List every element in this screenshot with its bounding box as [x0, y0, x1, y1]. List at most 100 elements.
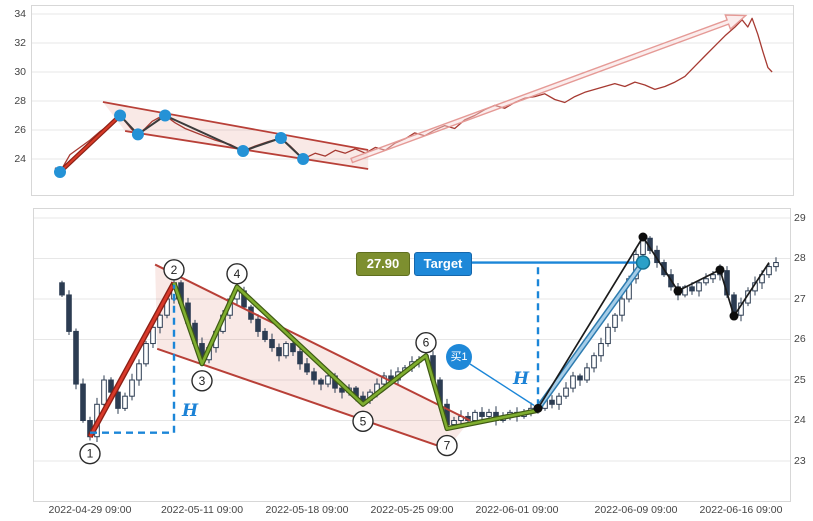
pattern-dot	[131, 128, 144, 141]
swing-point-marker	[79, 443, 101, 465]
buy-badge-connector	[469, 363, 535, 406]
candle-body	[129, 379, 135, 397]
candle-body	[269, 339, 275, 349]
candle-body	[122, 395, 128, 409]
height-measure	[90, 284, 176, 434]
x-tick-label: 2022-05-25 09:00	[370, 504, 454, 516]
y-tick-label-bottom: 27	[794, 293, 806, 305]
candle-body	[59, 282, 65, 296]
candle-body	[276, 347, 282, 357]
candle-body	[472, 411, 478, 421]
swing-dot	[638, 232, 648, 242]
y-tick-label-bottom: 28	[794, 252, 806, 264]
candle-body	[115, 391, 121, 409]
projection-arrow	[350, 14, 748, 164]
candle-body	[143, 343, 149, 365]
target-dot	[635, 255, 651, 270]
height-label-1: H	[182, 401, 199, 421]
candle-body	[157, 314, 163, 328]
swing-point-number: 4	[234, 267, 241, 281]
x-tick-label: 2022-05-11 09:00	[160, 504, 244, 516]
x-tick-label: 2022-05-18 09:00	[265, 504, 349, 516]
candle-body	[612, 314, 618, 328]
candle-body	[66, 294, 72, 332]
candle-body	[773, 262, 779, 268]
candle-body	[710, 274, 716, 280]
x-tick-label: 2022-06-01 09:00	[475, 504, 559, 516]
candle-body	[619, 298, 625, 316]
y-tick-label-bottom: 25	[794, 374, 806, 386]
swing-point-marker	[163, 259, 185, 281]
y-tick-label-bottom: 24	[794, 414, 806, 426]
candle-body	[108, 379, 114, 393]
candle-body	[766, 266, 772, 276]
candle-body	[360, 395, 366, 401]
x-tick-label: 2022-06-09 09:00	[594, 504, 678, 516]
candle-body	[150, 326, 156, 345]
candle-body	[136, 363, 142, 381]
candle-body	[318, 379, 324, 385]
candle-body	[311, 371, 317, 381]
candle-body	[703, 278, 709, 284]
swing-point-marker	[436, 434, 458, 457]
swing-dot	[715, 265, 725, 275]
channel-line	[156, 347, 448, 450]
candle-body	[556, 395, 562, 405]
swing-dot	[673, 286, 683, 296]
candle-body	[283, 343, 289, 357]
pattern-dot	[274, 131, 287, 144]
swing-point-number: 5	[360, 414, 367, 428]
y-tick-label-bottom: 29	[794, 212, 806, 224]
candle-body	[101, 379, 107, 405]
candle-body	[563, 387, 569, 397]
candle-body	[479, 411, 485, 417]
candle-body	[577, 375, 583, 381]
candle-body	[549, 399, 555, 405]
candlestick-chart-group: 1 2 3 4 5 6 7	[33, 208, 791, 502]
candle-body	[591, 355, 597, 369]
swing-point-number: 7	[444, 439, 451, 453]
candle-body	[598, 343, 604, 357]
swing-point-marker	[191, 370, 213, 392]
channel-line	[154, 263, 471, 422]
candle-body	[570, 375, 576, 389]
y-tick-label-top: 34	[14, 8, 26, 20]
channel-line	[102, 101, 369, 151]
candle-body	[255, 318, 261, 332]
y-tick-label-top: 32	[14, 37, 26, 49]
pattern-dot	[297, 153, 310, 165]
candle-body	[689, 286, 695, 292]
candle-body	[696, 282, 702, 292]
y-tick-label-bottom: 26	[794, 333, 806, 345]
swing-dot	[729, 311, 739, 321]
buy-signal-badge: 买1	[446, 344, 472, 370]
context-chart-group	[31, 5, 794, 196]
pattern-dot	[54, 166, 67, 179]
y-tick-label-top: 26	[14, 124, 26, 136]
candle-body	[304, 363, 310, 373]
candle-body	[451, 420, 457, 426]
candle-body	[73, 330, 79, 385]
candle-body	[325, 375, 331, 385]
swing-point-marker	[352, 410, 374, 432]
target-price-chip: 27.90	[356, 252, 410, 276]
swing-point-number: 3	[199, 374, 206, 388]
swing-point-marker	[415, 332, 437, 354]
candle-body	[80, 383, 86, 421]
y-tick-label-top: 28	[14, 95, 26, 107]
pattern-dot	[114, 109, 127, 122]
x-tick-label: 2022-04-29 09:00	[48, 504, 132, 516]
swing-point-number: 1	[87, 447, 94, 461]
candle-body	[297, 351, 303, 365]
y-tick-label-top: 24	[14, 153, 26, 165]
x-tick-label: 2022-06-16 09:00	[699, 504, 783, 516]
pattern-dot	[237, 145, 250, 158]
swing-point-number: 2	[171, 263, 178, 277]
candle-body	[290, 343, 296, 353]
swing-dot	[533, 403, 543, 413]
candle-body	[605, 326, 611, 345]
swing-point-marker	[226, 263, 248, 285]
y-tick-label-bottom: 23	[794, 455, 806, 467]
